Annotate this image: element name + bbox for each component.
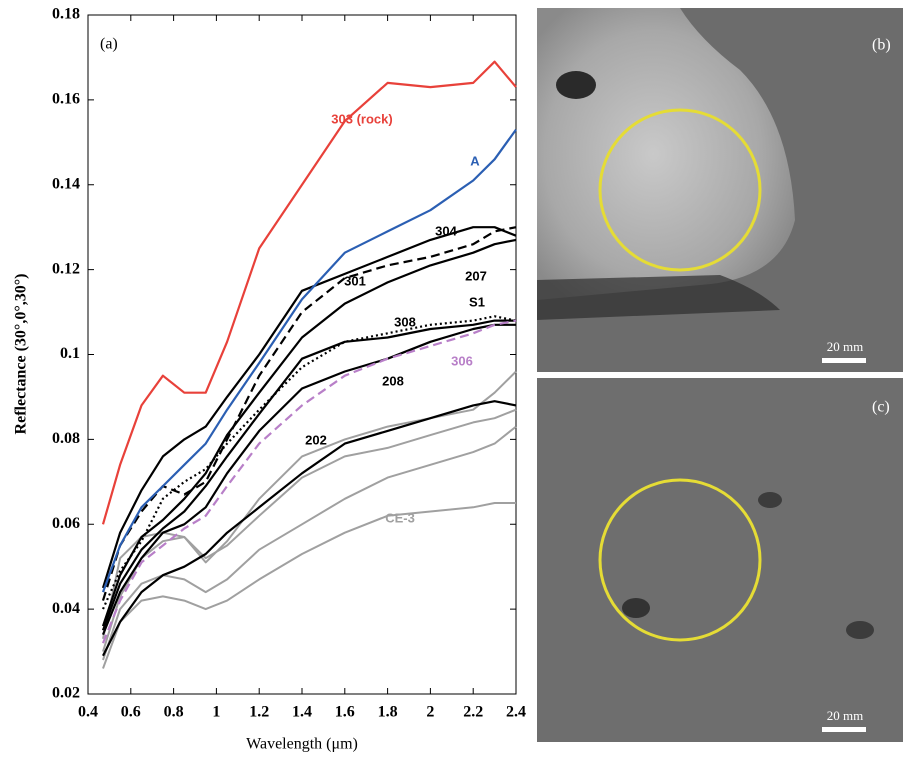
x-tick-label: 0.4 (78, 704, 98, 721)
x-axis-label: Wavelength (μm) (246, 736, 358, 753)
x-tick-label: 0.6 (121, 704, 141, 721)
y-tick-label: 0.1 (60, 345, 80, 362)
y-tick-label: 0.16 (52, 91, 80, 108)
image-b: (b) 20 mm (537, 8, 903, 372)
series-label: 202 (305, 432, 327, 447)
image-c: (c) 20 mm (537, 378, 903, 742)
series-label: 308 (394, 314, 416, 329)
x-tick-label: 2 (426, 704, 434, 721)
scale-bar (822, 358, 866, 363)
series-label: 301 (344, 273, 366, 288)
series-label: A (470, 153, 480, 168)
y-tick-label: 0.08 (52, 430, 80, 447)
series-label: 304 (435, 223, 457, 238)
x-tick-label: 2.4 (506, 704, 526, 721)
figure: (a) Wavelength (μm) Reflectance (30°,0°,… (0, 0, 903, 757)
series-label: 207 (465, 268, 487, 283)
panel-label: (c) (872, 399, 890, 416)
x-tick-label: 1.2 (249, 704, 269, 721)
pit (622, 598, 650, 618)
scale-label: 20 mm (827, 339, 863, 354)
x-tick-label: 2.2 (463, 704, 483, 721)
y-tick-label: 0.14 (52, 175, 80, 192)
x-tick-label: 1.6 (335, 704, 355, 721)
series-label: 208 (382, 373, 404, 388)
series-label: 306 (451, 353, 473, 368)
series-label: 303 (rock) (331, 111, 392, 126)
pit (758, 492, 782, 508)
x-tick-label: 1.4 (292, 704, 312, 721)
x-tick-label: 1 (212, 704, 220, 721)
photo (537, 378, 903, 742)
pit (846, 621, 874, 639)
line (103, 321, 516, 643)
y-tick-label: 0.04 (52, 600, 80, 617)
y-tick-label: 0.12 (52, 260, 80, 277)
scale-label: 20 mm (827, 708, 863, 723)
panel-label: (a) (100, 36, 118, 53)
scale-bar (822, 727, 866, 732)
line (103, 325, 516, 635)
y-axis-label: Reflectance (30°,0°,30°) (13, 274, 30, 435)
y-tick-label: 0.06 (52, 515, 80, 532)
series-label: S1 (469, 294, 485, 309)
x-tick-label: 1.8 (378, 704, 398, 721)
series-label: CE-3 (385, 510, 415, 525)
pit (556, 71, 596, 99)
x-tick-label: 0.8 (164, 704, 184, 721)
y-tick-label: 0.18 (52, 6, 80, 23)
panel-label: (b) (872, 37, 891, 54)
y-tick-label: 0.02 (52, 685, 80, 702)
